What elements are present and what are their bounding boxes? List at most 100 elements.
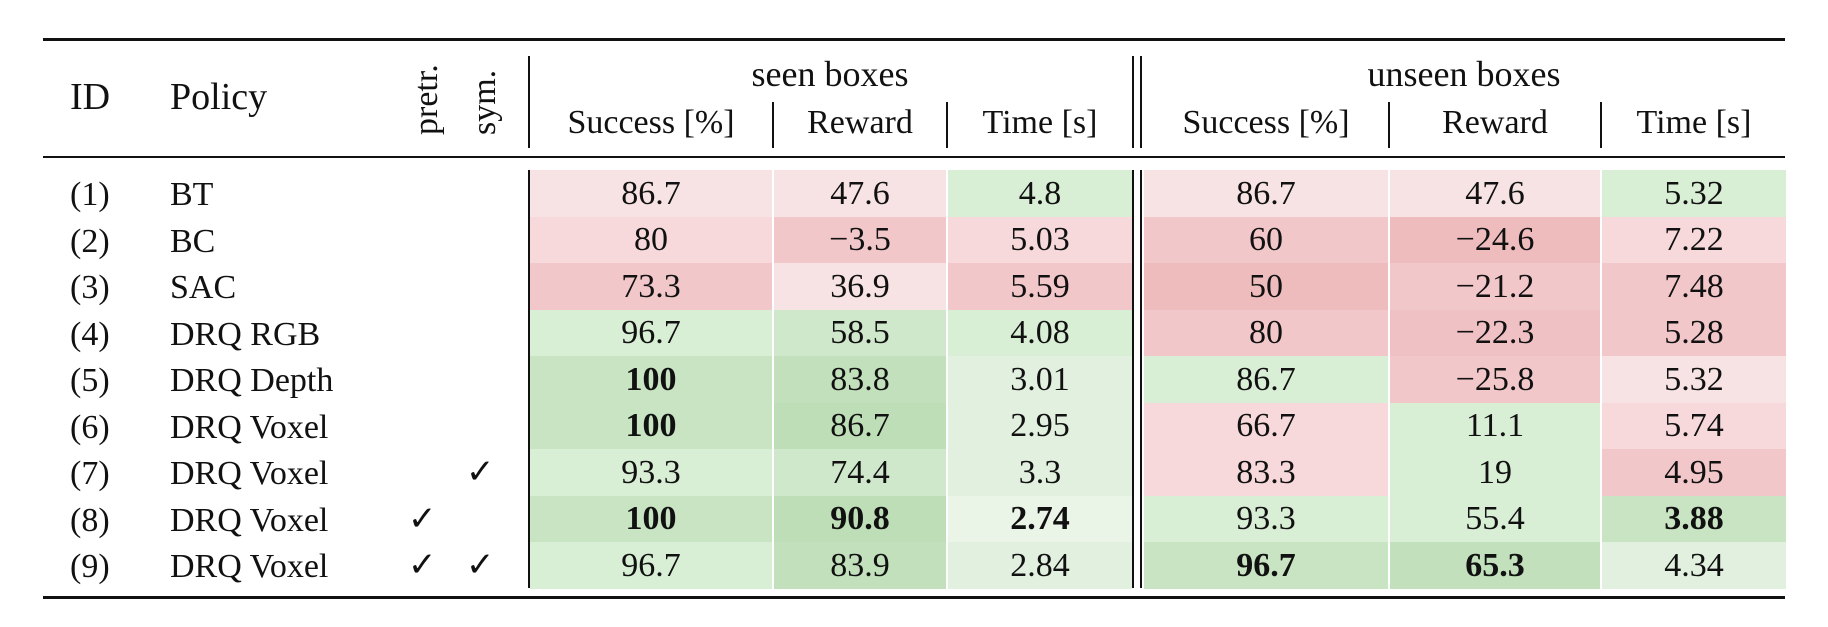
header-policy: Policy bbox=[170, 76, 268, 118]
seen-reward-cell: 36.9 bbox=[774, 263, 946, 310]
row-id: (5) bbox=[70, 362, 110, 399]
seen-success-cell: 100 bbox=[530, 402, 772, 450]
unseen-time-cell: 5.32 bbox=[1602, 356, 1786, 403]
row-id: (1) bbox=[70, 176, 110, 213]
unseen-success-cell: 60 bbox=[1144, 216, 1388, 264]
unseen-success-cell: 50 bbox=[1144, 263, 1388, 310]
seen-reward-cell: 74.4 bbox=[774, 449, 946, 496]
seen-reward-cell: 83.8 bbox=[774, 356, 946, 403]
seen-reward-cell: 83.9 bbox=[774, 542, 946, 589]
header-unseen-reward: Reward bbox=[1442, 104, 1548, 141]
seen-success-cell: 100 bbox=[530, 356, 772, 403]
row-policy: DRQ Voxel bbox=[170, 408, 329, 446]
unseen-success-cell: 96.7 bbox=[1144, 542, 1388, 589]
top-rule bbox=[43, 38, 1785, 41]
header-group-unseen: unseen boxes bbox=[1367, 54, 1561, 94]
pretr-check-icon: ✓ bbox=[408, 545, 437, 585]
seen-success-cell: 96.7 bbox=[530, 309, 772, 357]
unseen-reward-cell: 55.4 bbox=[1390, 495, 1600, 543]
unseen-reward-cell: −21.2 bbox=[1390, 263, 1600, 310]
unseen-reward-cell: −22.3 bbox=[1390, 309, 1600, 357]
unseen-time-cell: 7.22 bbox=[1602, 216, 1786, 264]
unseen-success-cell: 80 bbox=[1144, 309, 1388, 357]
seen-reward-cell: 90.8 bbox=[774, 495, 946, 543]
divider-left-body bbox=[528, 170, 530, 588]
seen-success-cell: 96.7 bbox=[530, 542, 772, 589]
row-policy: DRQ RGB bbox=[170, 315, 321, 353]
seen-reward-cell: 47.6 bbox=[774, 170, 946, 217]
seen-success-cell: 86.7 bbox=[530, 170, 772, 217]
header-pretr: pretr. bbox=[408, 64, 445, 135]
seen-reward-cell: 58.5 bbox=[774, 309, 946, 357]
seen-time-cell: 2.74 bbox=[948, 495, 1132, 543]
header-unseen-time: Time [s] bbox=[1636, 104, 1752, 141]
seen-time-cell: 3.3 bbox=[948, 449, 1132, 496]
double-divider-b bbox=[1140, 56, 1142, 148]
seen-reward-cell: −3.5 bbox=[774, 216, 946, 264]
unseen-success-cell: 66.7 bbox=[1144, 402, 1388, 450]
unseen-reward-cell: −25.8 bbox=[1390, 356, 1600, 403]
divider-unseen-sub1 bbox=[1388, 102, 1390, 148]
seen-time-cell: 5.59 bbox=[948, 263, 1132, 310]
unseen-success-cell: 83.3 bbox=[1144, 449, 1388, 496]
row-id: (7) bbox=[70, 455, 110, 492]
seen-time-cell: 2.84 bbox=[948, 542, 1132, 589]
seen-success-cell: 73.3 bbox=[530, 263, 772, 310]
row-id: (4) bbox=[70, 315, 110, 353]
divider-seen-sub2 bbox=[946, 102, 948, 148]
sym-check-icon: ✓ bbox=[466, 452, 495, 492]
seen-time-cell: 4.8 bbox=[948, 170, 1132, 217]
unseen-success-cell: 86.7 bbox=[1144, 356, 1388, 403]
unseen-time-cell: 5.74 bbox=[1602, 402, 1786, 450]
double-divider-b-body bbox=[1140, 170, 1142, 588]
unseen-time-cell: 4.34 bbox=[1602, 542, 1786, 589]
seen-time-cell: 5.03 bbox=[948, 216, 1132, 264]
header-unseen-success: Success [%] bbox=[1182, 104, 1350, 141]
unseen-time-cell: 5.32 bbox=[1602, 170, 1786, 217]
row-id: (2) bbox=[70, 222, 110, 260]
seen-reward-cell: 86.7 bbox=[774, 402, 946, 450]
unseen-reward-cell: 47.6 bbox=[1390, 170, 1600, 217]
double-divider-a-body bbox=[1132, 170, 1134, 588]
row-policy: DRQ Depth bbox=[170, 362, 334, 399]
unseen-reward-cell: 11.1 bbox=[1390, 402, 1600, 450]
row-id: (9) bbox=[70, 548, 110, 585]
row-policy: BC bbox=[170, 222, 216, 260]
row-policy: BT bbox=[170, 176, 214, 213]
row-policy: DRQ Voxel bbox=[170, 455, 329, 492]
header-seen-success: Success [%] bbox=[567, 104, 735, 141]
header-seen-time: Time [s] bbox=[982, 104, 1098, 141]
row-id: (6) bbox=[70, 408, 110, 446]
header-sym: sym. bbox=[466, 69, 503, 135]
bottom-rule bbox=[43, 596, 1785, 599]
unseen-success-cell: 93.3 bbox=[1144, 495, 1388, 543]
seen-success-cell: 80 bbox=[530, 216, 772, 264]
header-id: ID bbox=[70, 76, 111, 118]
sym-check-icon: ✓ bbox=[466, 545, 495, 585]
unseen-reward-cell: 19 bbox=[1390, 449, 1600, 496]
row-policy: DRQ Voxel bbox=[170, 548, 329, 585]
header-seen-reward: Reward bbox=[807, 104, 913, 141]
unseen-time-cell: 3.88 bbox=[1602, 495, 1786, 543]
divider-seen-sub1 bbox=[772, 102, 774, 148]
header-group-seen: seen boxes bbox=[751, 54, 909, 94]
row-id: (3) bbox=[70, 269, 110, 306]
divider-unseen-sub2 bbox=[1600, 102, 1602, 148]
unseen-reward-cell: −24.6 bbox=[1390, 216, 1600, 264]
double-divider-a bbox=[1132, 56, 1134, 148]
row-id: (8) bbox=[70, 501, 110, 539]
seen-time-cell: 2.95 bbox=[948, 402, 1132, 450]
unseen-time-cell: 4.95 bbox=[1602, 449, 1786, 496]
header-rule bbox=[43, 156, 1785, 158]
unseen-time-cell: 5.28 bbox=[1602, 309, 1786, 357]
seen-success-cell: 100 bbox=[530, 495, 772, 543]
divider-left bbox=[528, 56, 530, 148]
seen-time-cell: 3.01 bbox=[948, 356, 1132, 403]
seen-time-cell: 4.08 bbox=[948, 309, 1132, 357]
unseen-reward-cell: 65.3 bbox=[1390, 542, 1600, 589]
row-policy: SAC bbox=[170, 269, 237, 306]
unseen-time-cell: 7.48 bbox=[1602, 263, 1786, 310]
unseen-success-cell: 86.7 bbox=[1144, 170, 1388, 217]
seen-success-cell: 93.3 bbox=[530, 449, 772, 496]
